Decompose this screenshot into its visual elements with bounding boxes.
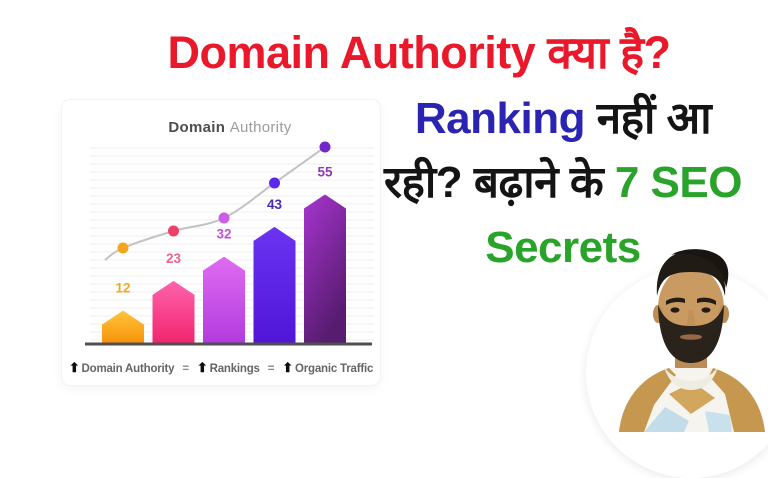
headline-segment: Ranking (414, 94, 597, 143)
headline-segment: 7 SEO (614, 158, 743, 207)
data-point (218, 212, 230, 224)
up-arrow-icon: ⬆ (196, 360, 208, 375)
headline-segment: नहीं आ (596, 94, 712, 143)
presenter-illustration (619, 249, 765, 432)
shirt-pattern (669, 382, 715, 414)
bar (304, 194, 346, 343)
equals-sign: = (182, 363, 189, 375)
chart-caption: ⬆ Domain Authority = ⬆ Rankings = ⬆ Organic… (62, 360, 380, 376)
value-label: 23 (166, 251, 182, 266)
domain-authority-chart: Domain Authority 12 23 32 43 55 (85, 119, 374, 346)
hair (671, 249, 729, 288)
eye (670, 307, 680, 313)
data-point (269, 177, 280, 189)
shirt-pattern (705, 411, 732, 432)
headline-line-1: Domain Authority क्या है? (78, 27, 760, 79)
hair (656, 251, 726, 296)
up-arrow-icon: ⬆ (68, 360, 80, 375)
eyebrow (666, 297, 685, 305)
bar (102, 310, 144, 343)
equals-sign: = (267, 363, 275, 375)
nose (686, 310, 696, 328)
collar (664, 367, 718, 390)
bar (203, 256, 245, 343)
shirt-pattern (619, 368, 676, 432)
eyebrow (697, 297, 716, 305)
up-arrow-icon: ⬆ (282, 360, 293, 375)
eye (701, 307, 711, 313)
bar (253, 226, 296, 343)
data-point (168, 225, 179, 237)
value-label: 55 (317, 165, 333, 180)
shirt-pattern (644, 407, 689, 432)
mouth (680, 334, 702, 340)
value-label: 32 (216, 227, 231, 242)
headline-line-2: Ranking नहीं आ (360, 94, 766, 145)
presenter-photo (586, 244, 768, 478)
headline-segment: Secrets (485, 223, 641, 272)
domain-authority-chart-card: Domain Authority 12 23 32 43 55 ⬆ Domain Autho… (62, 100, 380, 385)
value-label: 43 (267, 197, 283, 212)
beard (658, 305, 724, 363)
headline-line-3: रही? बढ़ाने के 7 SEO (360, 158, 766, 209)
headline-line-4: Secrets (360, 223, 766, 274)
value-label: 12 (115, 281, 130, 296)
headline-segment: Domain Authority क्या है? (167, 27, 671, 78)
shirt-pattern (709, 368, 765, 432)
caption-organic-traffic: Organic Traffic (295, 363, 374, 375)
chart-title: Domain Authority (168, 119, 291, 136)
caption-domain-authority: Domain Authority (81, 363, 175, 375)
bar (152, 280, 195, 343)
data-point (117, 242, 129, 254)
headline-segment: रही? बढ़ाने के (384, 158, 615, 207)
data-point (319, 141, 331, 153)
caption-rankings: Rankings (209, 363, 260, 375)
